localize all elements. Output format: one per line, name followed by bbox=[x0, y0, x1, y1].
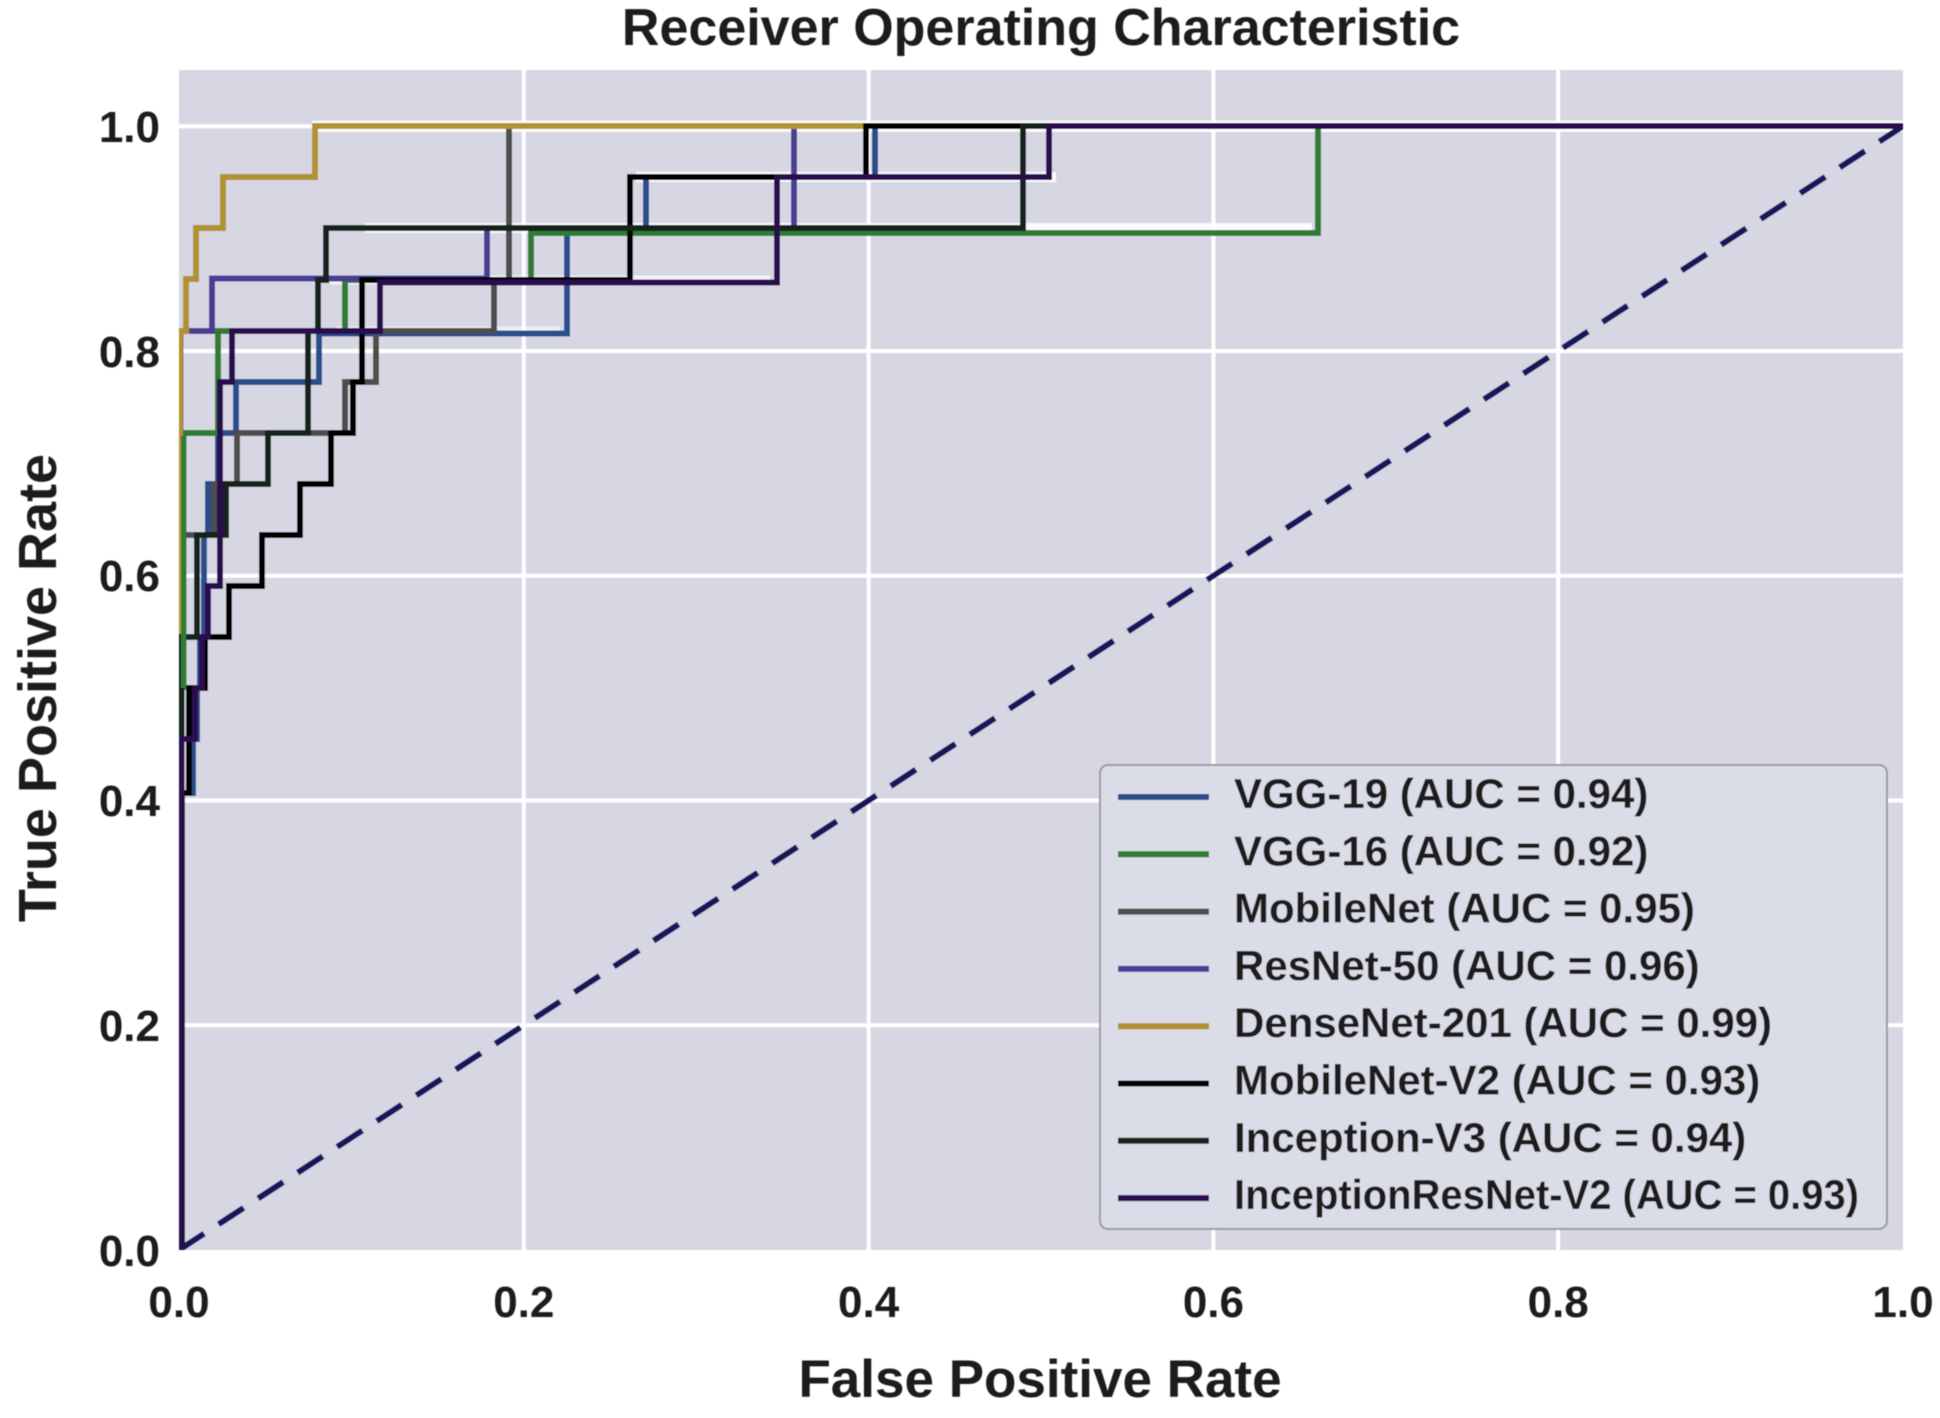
svg-text:0.0: 0.0 bbox=[99, 1227, 160, 1276]
svg-text:0.2: 0.2 bbox=[493, 1278, 554, 1327]
svg-text:VGG-16 (AUC = 0.92): VGG-16 (AUC = 0.92) bbox=[1234, 827, 1648, 874]
svg-text:1.0: 1.0 bbox=[1872, 1278, 1933, 1327]
svg-text:True Positive Rate: True Positive Rate bbox=[8, 454, 68, 922]
svg-text:0.2: 0.2 bbox=[99, 1002, 160, 1051]
svg-text:Receiver Operating Characteris: Receiver Operating Characteristic bbox=[622, 0, 1460, 57]
svg-text:0.8: 0.8 bbox=[99, 328, 160, 377]
svg-text:0.6: 0.6 bbox=[99, 552, 160, 601]
svg-text:ResNet-50 (AUC = 0.96): ResNet-50 (AUC = 0.96) bbox=[1234, 942, 1700, 989]
svg-text:False Positive Rate: False Positive Rate bbox=[798, 1350, 1281, 1409]
svg-text:0.4: 0.4 bbox=[99, 777, 161, 826]
svg-text:0.8: 0.8 bbox=[1528, 1278, 1589, 1327]
svg-text:MobileNet (AUC = 0.95): MobileNet (AUC = 0.95) bbox=[1234, 885, 1695, 932]
svg-text:1.0: 1.0 bbox=[99, 103, 160, 152]
svg-text:Inception-V3 (AUC = 0.94): Inception-V3 (AUC = 0.94) bbox=[1234, 1114, 1746, 1161]
svg-text:0.4: 0.4 bbox=[838, 1278, 900, 1327]
svg-text:VGG-19 (AUC = 0.94): VGG-19 (AUC = 0.94) bbox=[1234, 770, 1648, 817]
svg-text:0.0: 0.0 bbox=[148, 1278, 209, 1327]
svg-text:MobileNet-V2 (AUC = 0.93): MobileNet-V2 (AUC = 0.93) bbox=[1234, 1057, 1760, 1104]
svg-text:DenseNet-201 (AUC = 0.99): DenseNet-201 (AUC = 0.99) bbox=[1234, 999, 1772, 1046]
svg-text:InceptionResNet-V2 (AUC = 0.93: InceptionResNet-V2 (AUC = 0.93) bbox=[1234, 1171, 1859, 1218]
svg-text:0.6: 0.6 bbox=[1183, 1278, 1244, 1327]
